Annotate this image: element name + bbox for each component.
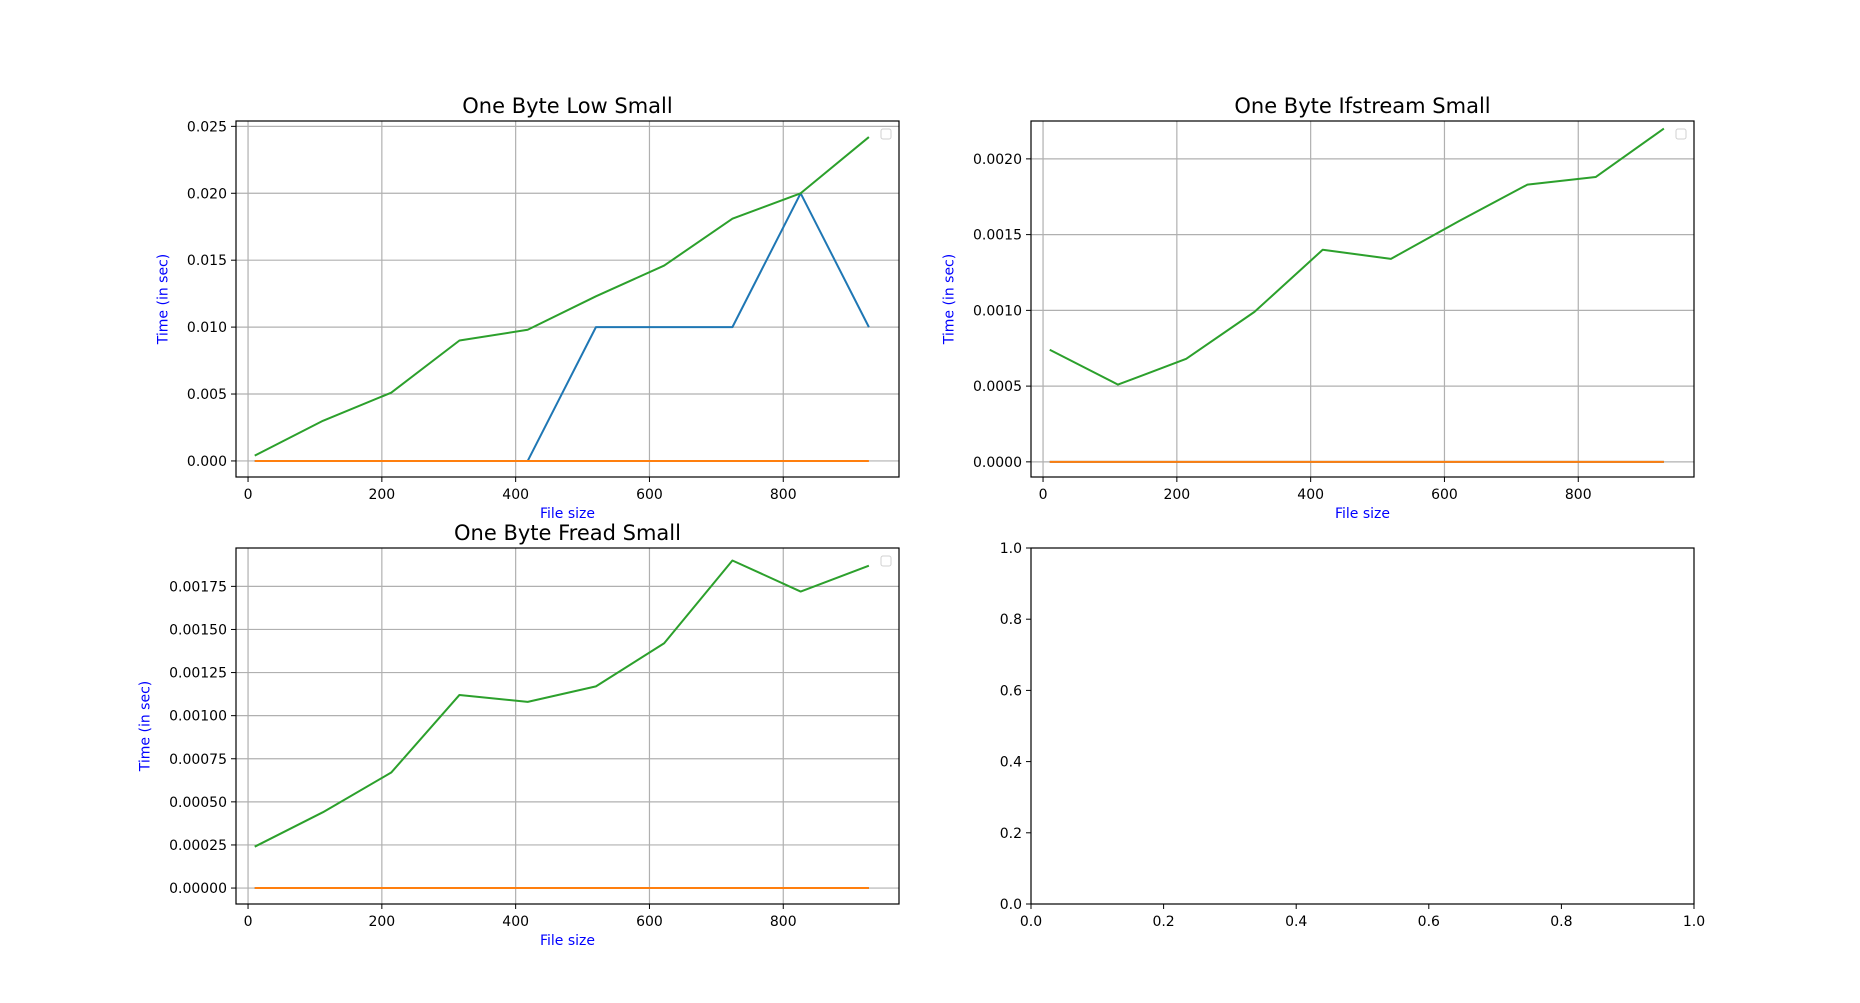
y-tick-label: 1.0 [1000,541,1022,557]
plot-area [236,121,899,477]
y-tick-label: 0.0 [1000,897,1022,913]
x-tick-label: 400 [502,914,529,930]
y-tick-label: 0.00125 [169,666,227,682]
y-tick-label: 0.8 [1000,612,1022,628]
x-tick-label: 0.2 [1152,914,1174,930]
y-tick-label: 0.0015 [973,228,1022,244]
x-tick-label: 600 [636,487,663,503]
x-tick-label: 600 [1431,487,1458,503]
y-tick-label: 0.00100 [169,709,227,725]
y-tick-label: 0.005 [187,387,227,403]
x-tick-label: 0.6 [1418,914,1440,930]
y-tick-label: 0.6 [1000,683,1022,699]
x-tick-label: 0.4 [1285,914,1307,930]
x-tick-label: 0 [244,914,253,930]
y-tick-label: 0.0000 [973,455,1022,471]
y-axis-label: Time (in sec) [942,254,958,345]
y-tick-label: 0.4 [1000,755,1022,771]
chart-title: One Byte Ifstream Small [1234,94,1490,118]
x-tick-label: 0.0 [1020,914,1042,930]
x-tick-label: 400 [502,487,529,503]
x-tick-label: 800 [770,487,797,503]
x-tick-label: 600 [636,914,663,930]
x-axis-label: File size [1335,506,1390,522]
x-tick-label: 200 [368,487,395,503]
y-tick-label: 0.020 [187,186,227,202]
y-tick-label: 0.015 [187,253,227,269]
legend-box [1675,128,1687,140]
plot-area [236,548,899,904]
y-tick-label: 0.000 [187,454,227,470]
y-tick-label: 0.00075 [169,752,227,768]
y-axis-label: Time (in sec) [156,254,172,345]
series-green-line [254,559,870,848]
y-tick-label: 0.00175 [169,579,227,595]
x-tick-label: 800 [770,914,797,930]
y-axis-label: Time (in sec) [138,681,154,772]
x-tick-label: 400 [1297,487,1324,503]
y-tick-label: 0.00025 [169,838,227,854]
plot-area [1031,548,1694,904]
y-tick-label: 0.00050 [169,795,227,811]
chart-title: One Byte Fread Small [454,521,681,545]
y-tick-label: 0.00150 [169,622,227,638]
x-tick-label: 200 [368,914,395,930]
legend-box [880,128,892,140]
series-green-line [254,136,870,457]
y-tick-label: 0.0005 [973,379,1022,395]
axes-frame [1030,547,1695,905]
y-tick-label: 0.2 [1000,826,1022,842]
chart-panel-2: 0 200 400 600 800 0.0000 0.0005 0.0010 0.0015 0.0… [942,94,1695,522]
chart-panel-1: 0 200 400 600 800 0.000 0.005 0.010 0.015 0.020 0.… [156,94,900,522]
x-axis-label: File size [540,506,595,522]
axes-frame [235,120,900,478]
y-tick-label: 0.0020 [973,152,1022,168]
y-tick-label: 0.0010 [973,303,1022,319]
x-tick-label: 800 [1565,487,1592,503]
x-tick-label: 0.8 [1550,914,1572,930]
axes-frame [1030,120,1695,478]
plot-area [1031,121,1694,477]
x-tick-label: 1.0 [1683,914,1705,930]
y-tick-label: 0.00000 [169,881,227,897]
x-tick-label: 0 [1039,487,1048,503]
chart-panel-3: 0 200 400 600 800 0.00000 0.00025 0.00050 0.0007… [138,521,900,949]
chart-panel-4: 0.0 0.2 0.4 0.6 0.8 1.0 0.0 0.2 0.4 0.6 0.8 1.0 [1000,541,1705,930]
chart-title: One Byte Low Small [462,94,672,118]
legend-box [880,555,892,567]
x-tick-label: 200 [1163,487,1190,503]
x-tick-label: 0 [244,487,253,503]
axes-frame [235,547,900,905]
series-green-line [1049,127,1665,386]
y-tick-label: 0.010 [187,320,227,336]
x-axis-label: File size [540,933,595,949]
y-tick-label: 0.025 [187,119,227,135]
